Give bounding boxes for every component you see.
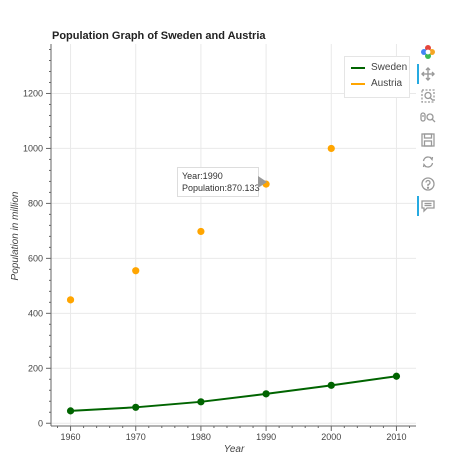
y-ticks: 0 200 400 600 800 1000 1200 [23, 48, 51, 428]
y-tick-label: 1200 [23, 88, 43, 98]
hover-tooltip: Year:1990 Population:870.133 [177, 167, 260, 197]
x-axis-label: Year [224, 444, 245, 455]
y-tick-label: 600 [28, 253, 43, 263]
y-tick-label: 800 [28, 198, 43, 208]
save-icon[interactable] [418, 130, 438, 150]
x-tick-label: 2010 [386, 432, 406, 442]
data-point-sweden[interactable] [197, 398, 205, 406]
hover-active-indicator [417, 196, 419, 216]
y-axis-label: Population in million [10, 191, 21, 280]
y-tick-label: 200 [28, 363, 43, 373]
reset-icon[interactable] [418, 152, 438, 172]
data-point-sweden[interactable] [262, 390, 270, 398]
y-tick-label: 1000 [23, 143, 43, 153]
grid [51, 44, 416, 426]
data-point-sweden[interactable] [66, 407, 75, 415]
x-tick-label: 2000 [321, 432, 341, 442]
data-point-austria[interactable] [132, 267, 140, 275]
series-layer [66, 144, 401, 415]
box-zoom-icon[interactable] [418, 86, 438, 106]
chart-title: Population Graph of Sweden and Austria [52, 30, 266, 42]
x-tick-label: 1960 [61, 432, 81, 442]
tooltip-pointer-icon [258, 176, 267, 188]
series-line-sweden [70, 375, 397, 412]
data-point-sweden[interactable] [392, 372, 401, 380]
tooltip-year: Year:1990 [182, 171, 223, 181]
data-point-austria[interactable] [66, 296, 75, 304]
legend-swatch-austria [351, 82, 365, 85]
data-point-austria[interactable] [197, 227, 205, 236]
legend-swatch-sweden [351, 66, 365, 69]
y-tick-label: 400 [28, 308, 43, 318]
pan-active-indicator [417, 64, 419, 84]
x-tick-label: 1980 [191, 432, 211, 442]
data-point-sweden[interactable] [132, 403, 140, 411]
legend-label-sweden: Sweden [371, 62, 408, 73]
hover-icon[interactable] [418, 196, 438, 216]
wheel-zoom-icon[interactable] [418, 108, 438, 128]
y-tick-label: 0 [38, 418, 43, 428]
legend: Sweden Austria [344, 56, 410, 98]
legend-label-austria: Austria [371, 78, 403, 89]
x-ticks: 1960 1970 1980 1990 2000 2010 [57, 426, 410, 442]
legend-item-sweden[interactable]: Sweden [351, 62, 407, 73]
data-point-sweden[interactable] [327, 381, 335, 389]
bokeh-logo-icon[interactable] [418, 42, 438, 62]
x-tick-label: 1970 [126, 432, 146, 442]
legend-item-austria[interactable]: Austria [351, 78, 402, 89]
x-tick-label: 1990 [256, 432, 276, 442]
data-point-austria[interactable] [327, 144, 335, 153]
tooltip-population: Population:870.133 [182, 183, 260, 193]
help-icon[interactable] [418, 174, 438, 194]
pan-icon[interactable] [418, 64, 438, 84]
